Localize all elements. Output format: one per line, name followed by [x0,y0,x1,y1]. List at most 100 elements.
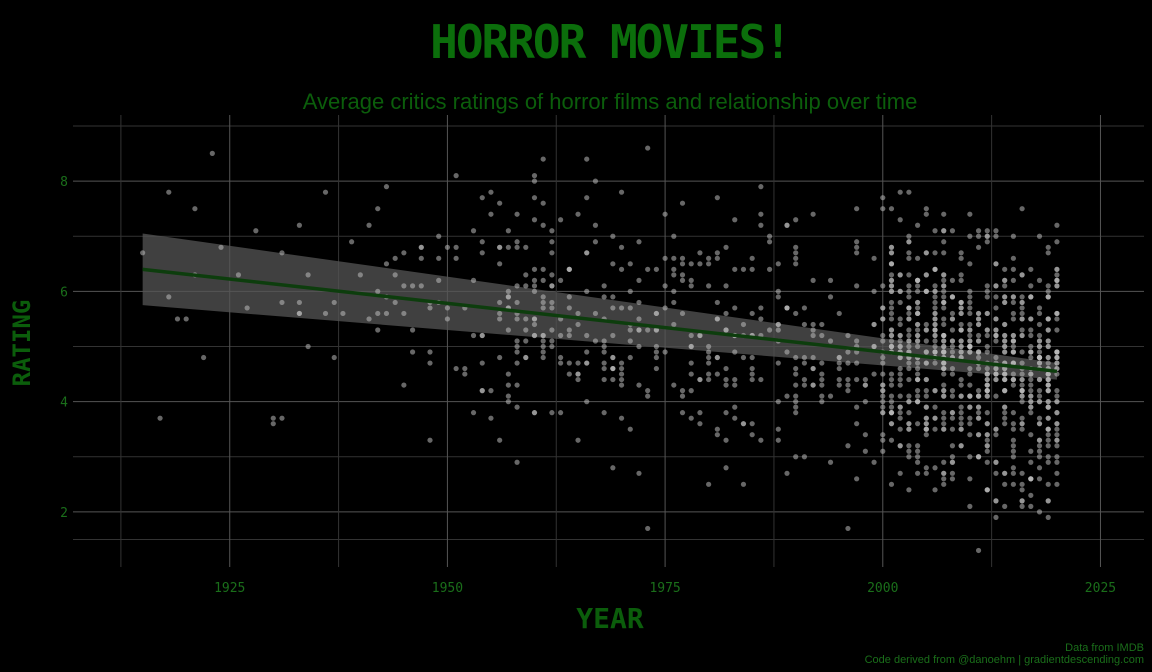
trend-line-layer [142,267,1058,374]
data-point [723,437,729,443]
data-point [967,338,973,344]
data-point [714,371,720,377]
data-point [436,255,442,261]
data-point [975,338,982,344]
data-point [984,310,990,317]
data-point [1045,376,1051,383]
data-point [401,382,407,388]
data-point [975,547,982,554]
data-point [1019,487,1025,493]
data-point [714,432,720,438]
data-point [618,189,625,195]
data-point [1054,388,1060,394]
data-point [766,233,773,239]
data-point [1010,443,1016,449]
data-point [967,288,973,294]
data-point [958,327,964,333]
data-point [801,360,808,366]
data-point [932,310,938,317]
data-point [967,349,973,355]
data-point [915,454,921,460]
data-point [784,393,790,399]
data-point [1019,327,1025,333]
data-point [1028,459,1034,465]
data-point [427,360,433,366]
data-point [906,360,912,366]
data-point [732,349,738,355]
data-point [706,255,712,261]
data-point [984,233,990,239]
data-point [1054,316,1060,322]
data-point [1036,338,1043,344]
data-point [932,338,938,344]
data-point [209,150,215,156]
data-point [1019,294,1025,300]
data-point [688,277,694,283]
data-point [941,459,947,465]
data-point [549,343,555,350]
data-point [514,349,520,355]
data-point [819,382,825,388]
data-point [671,299,677,306]
data-point [958,410,964,416]
data-point [984,239,990,245]
data-point [1045,514,1051,520]
data-point [941,360,947,366]
data-point [497,310,503,317]
data-point [279,299,285,306]
data-point [1028,404,1034,410]
data-point [758,376,764,383]
data-point [505,228,511,234]
data-point [514,283,520,289]
data-point [610,261,616,267]
data-point [1045,481,1051,487]
data-point [732,217,738,223]
data-point [505,399,511,405]
data-point [723,244,729,250]
data-point [941,365,947,372]
data-point [897,217,903,223]
data-point [1045,283,1051,289]
data-point [497,244,503,250]
data-point [566,332,572,339]
data-point [1019,316,1025,322]
data-point [1010,410,1016,416]
data-point [888,305,895,311]
data-point [740,481,747,487]
data-point [923,250,929,256]
data-point [740,321,747,328]
data-point [915,360,921,366]
data-point [915,310,921,317]
data-point [305,272,311,278]
data-point [749,371,755,377]
data-point [1028,294,1034,300]
data-point [523,327,529,333]
data-point [1045,371,1051,377]
data-point [723,382,729,388]
data-point [732,382,738,388]
x-axis-title: YEAR [576,602,644,635]
data-point [409,349,416,355]
data-point [409,283,416,289]
data-point [679,277,686,283]
data-point [610,465,616,471]
data-point [679,388,686,394]
data-point [1019,206,1025,212]
data-point [915,288,921,294]
data-point [375,206,381,212]
data-point [915,443,921,449]
data-point [993,376,999,383]
data-point [514,211,520,217]
data-point [436,277,442,283]
data-point [1028,448,1034,454]
data-point [880,404,886,410]
data-point [549,228,555,234]
data-point [531,266,538,272]
data-point [827,277,834,283]
data-point [888,332,895,339]
data-point [888,250,895,256]
data-point [645,145,651,151]
data-point [514,343,520,350]
data-point [584,399,590,405]
data-point [1002,349,1008,355]
